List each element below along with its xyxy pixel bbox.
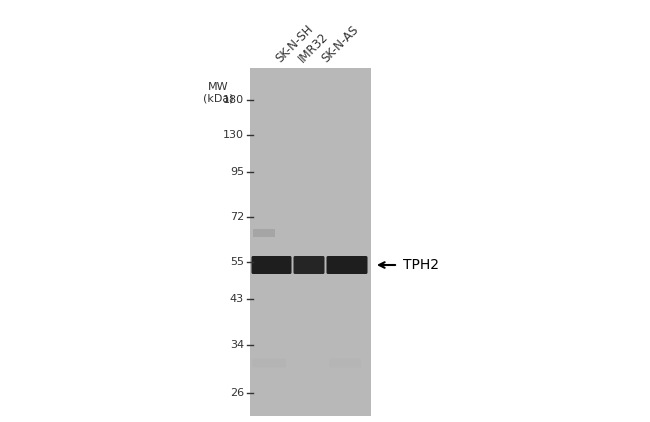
- Text: 43: 43: [230, 294, 244, 304]
- FancyBboxPatch shape: [294, 256, 324, 274]
- FancyBboxPatch shape: [326, 256, 367, 274]
- Text: 130: 130: [223, 130, 244, 140]
- FancyBboxPatch shape: [252, 359, 286, 368]
- Text: IMR32: IMR32: [296, 30, 331, 65]
- Text: SK-N-AS: SK-N-AS: [318, 23, 361, 65]
- Text: MW
(kDa): MW (kDa): [203, 82, 233, 103]
- Text: SK-N-SH: SK-N-SH: [273, 22, 315, 65]
- Text: 95: 95: [230, 167, 244, 177]
- Text: 180: 180: [223, 95, 244, 105]
- Text: TPH2: TPH2: [403, 258, 439, 272]
- Text: 34: 34: [230, 340, 244, 350]
- Text: 55: 55: [230, 257, 244, 267]
- FancyBboxPatch shape: [329, 359, 361, 368]
- Bar: [253, 229, 275, 237]
- Text: 72: 72: [229, 212, 244, 222]
- Bar: [250, 68, 370, 416]
- Text: 26: 26: [230, 388, 244, 398]
- FancyBboxPatch shape: [252, 256, 291, 274]
